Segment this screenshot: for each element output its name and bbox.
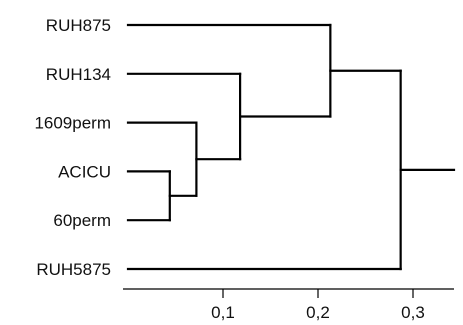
x-axis: 0,1 0,2 0,3 [123, 288, 454, 322]
branches [126, 23, 456, 271]
leaf-label: RUH134 [46, 65, 111, 84]
leaf-label: RUH5875 [36, 260, 111, 279]
x-tick-label: 0,2 [306, 303, 330, 322]
leaf-label: ACICU [58, 162, 111, 181]
x-tick-label: 0,3 [401, 303, 425, 322]
leaf-label: RUH875 [46, 16, 111, 35]
leaf-label: 1609perm [34, 114, 111, 133]
leaf-label: 60perm [53, 211, 111, 230]
x-tick-label: 0,1 [211, 303, 235, 322]
leaf-labels: RUH875 RUH134 1609perm ACICU 60perm RUH5875 [34, 16, 111, 279]
